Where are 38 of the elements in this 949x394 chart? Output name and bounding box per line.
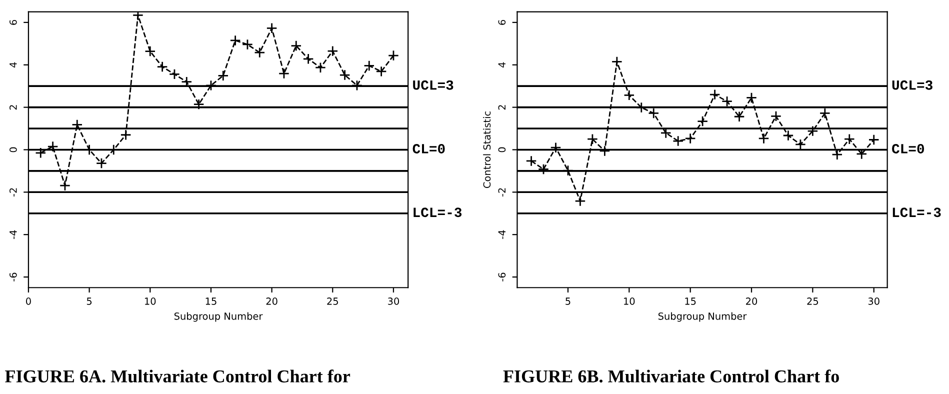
x-tick-label: 30 <box>868 298 880 305</box>
x-tick-label: 25 <box>807 298 818 305</box>
y-tick-label: -2 <box>10 188 17 197</box>
x-axis-title: Subgroup Number <box>174 312 263 322</box>
x-tick-label: 10 <box>145 298 156 305</box>
y-tick-label: 4 <box>10 62 17 68</box>
x-tick-label: 15 <box>685 298 696 305</box>
y-tick-label: -4 <box>10 230 17 239</box>
y-tick-label: 0 <box>10 147 17 152</box>
x-axis-title: Subgroup Number <box>658 312 747 322</box>
x-tick-label: 25 <box>327 298 338 305</box>
y-tick-label: -4 <box>498 230 506 239</box>
ref-line-label: UCL=3 <box>413 80 454 90</box>
y-axis-title: Control Statistic <box>483 112 491 188</box>
caption: FIGURE 6B. Multivariate Control Chart fo <box>503 370 839 383</box>
y-tick-label: 6 <box>10 20 17 25</box>
y-tick-label: 2 <box>10 105 17 110</box>
x-tick-label: 20 <box>266 298 278 305</box>
x-tick-label: 10 <box>624 298 635 305</box>
ref-line-label: LCL=-3 <box>892 208 941 218</box>
y-tick-label: 0 <box>498 147 506 152</box>
y-tick-label: 4 <box>498 62 506 68</box>
x-tick-label: 5 <box>566 298 570 305</box>
x-tick-label: 5 <box>86 298 92 305</box>
x-tick-label: 20 <box>746 298 758 305</box>
y-tick-label: -2 <box>498 188 506 197</box>
x-tick-label: 0 <box>26 298 31 305</box>
x-tick-label: 15 <box>206 298 216 305</box>
ref-line-label: LCL=-3 <box>414 208 462 218</box>
ref-line-label: CL=0 <box>412 144 445 154</box>
caption: FIGURE 6A. Multivariate Control Chart for <box>5 370 350 383</box>
x-tick-label: 30 <box>388 298 400 305</box>
y-tick-label: 6 <box>498 20 506 25</box>
y-tick-label: -6 <box>498 272 506 282</box>
ref-line-label: CL=0 <box>892 144 924 154</box>
y-tick-label: -6 <box>10 272 17 282</box>
ref-line-label: UCL=3 <box>892 80 932 90</box>
y-tick-label: 2 <box>498 105 506 110</box>
